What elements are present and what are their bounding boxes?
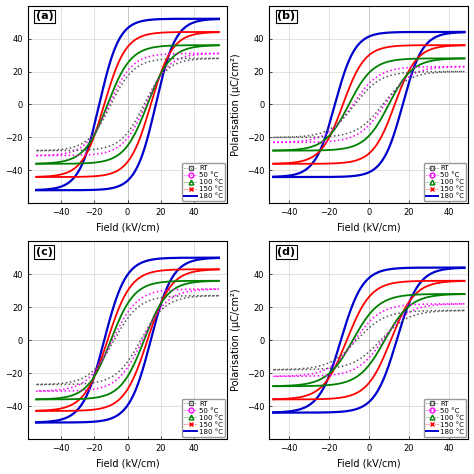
Legend: RT, 50 °C, 100 °C, 150 °C, 180 °C: RT, 50 °C, 100 °C, 150 °C, 180 °C bbox=[424, 399, 466, 437]
Legend: RT, 50 °C, 100 °C, 150 °C, 180 °C: RT, 50 °C, 100 °C, 150 °C, 180 °C bbox=[182, 163, 225, 201]
X-axis label: Field (kV/cm): Field (kV/cm) bbox=[96, 458, 159, 468]
Text: (c): (c) bbox=[36, 247, 53, 257]
Text: (d): (d) bbox=[277, 247, 295, 257]
Legend: RT, 50 °C, 100 °C, 150 °C, 180 °C: RT, 50 °C, 100 °C, 150 °C, 180 °C bbox=[182, 399, 225, 437]
Text: (a): (a) bbox=[36, 11, 54, 21]
X-axis label: Field (kV/cm): Field (kV/cm) bbox=[337, 223, 401, 233]
Y-axis label: Polarisation (μC/cm²): Polarisation (μC/cm²) bbox=[231, 289, 241, 392]
Y-axis label: Polarisation (μC/cm²): Polarisation (μC/cm²) bbox=[231, 53, 241, 156]
Text: (b): (b) bbox=[277, 11, 295, 21]
Legend: RT, 50 °C, 100 °C, 150 °C, 180 °C: RT, 50 °C, 100 °C, 150 °C, 180 °C bbox=[424, 163, 466, 201]
X-axis label: Field (kV/cm): Field (kV/cm) bbox=[337, 458, 401, 468]
X-axis label: Field (kV/cm): Field (kV/cm) bbox=[96, 223, 159, 233]
